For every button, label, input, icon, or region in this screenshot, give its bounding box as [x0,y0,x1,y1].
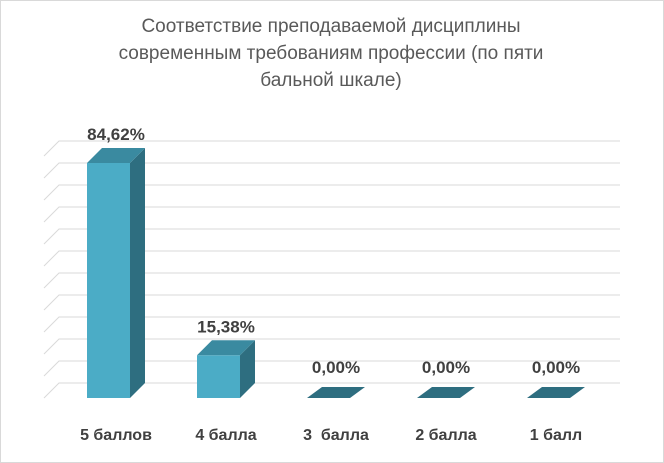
bars [87,148,585,398]
gridline [43,338,620,355]
category-label: 3 балла [303,427,369,444]
category-label: 2 балла [415,427,476,444]
bar [527,387,585,398]
gridline [43,294,620,311]
bar-top [197,340,255,356]
gridline [43,162,620,179]
bar-side [240,340,255,398]
gridline [43,316,620,333]
gridline [43,184,620,201]
gridline [43,206,620,223]
bar [307,387,365,398]
category-labels: 5 баллов 4 балла 3 балла 2 балла 1 балл [80,427,582,444]
gridline [43,228,620,245]
data-label: 15,38% [197,317,255,336]
gridline [43,250,620,267]
gridlines [43,140,620,399]
gridline [43,272,620,289]
category-label: 1 балл [530,427,582,444]
gridline [43,382,620,399]
bar-top [87,148,145,163]
data-label: 0,00% [532,358,580,377]
data-label: 0,00% [312,358,360,377]
bar [197,355,240,398]
chart-title: Соответствие преподаваемой дисциплины со… [118,16,544,91]
bar [417,387,475,398]
data-label: 0,00% [422,358,470,377]
data-labels: 84,62% 15,38% 0,00% 0,00% 0,00% [87,125,580,377]
bar-side [130,148,145,398]
gridline [43,140,620,157]
gridline [43,360,620,377]
category-label: 5 баллов [80,427,152,444]
data-label: 84,62% [87,125,145,144]
category-label: 4 балла [195,427,256,444]
bar [87,163,130,398]
